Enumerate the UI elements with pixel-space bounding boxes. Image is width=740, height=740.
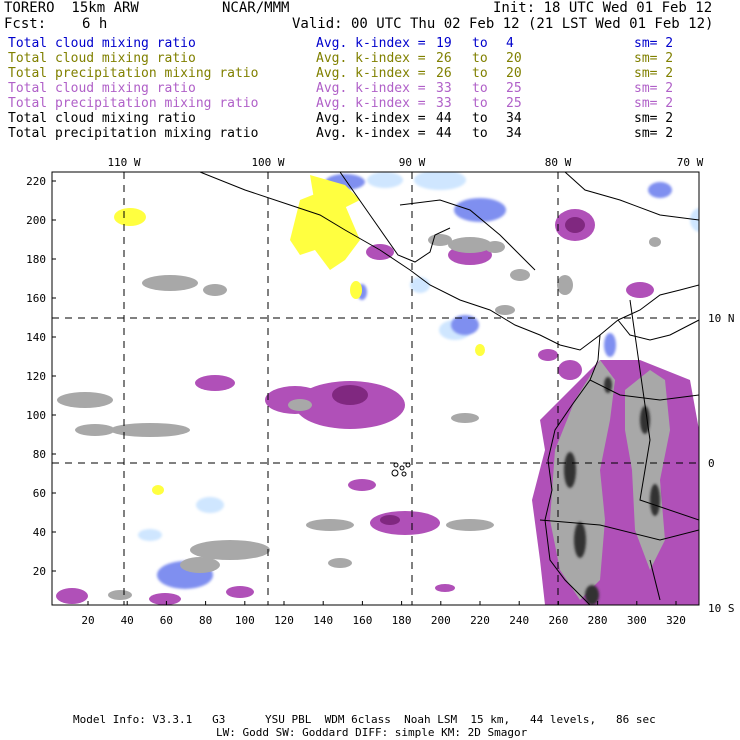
legend-k2: 34 — [506, 111, 522, 126]
legend-to: to — [472, 51, 488, 66]
valid-time: Valid: 00 UTC Thu 02 Feb 12 (21 LST Wed … — [292, 16, 714, 32]
legend-k1: 26 — [436, 66, 452, 81]
x-tick-label: 180 — [392, 614, 412, 627]
legend-avg: Avg. k-index = — [316, 51, 434, 66]
y-tick-label: 80 — [33, 448, 46, 461]
model-info: Model Info: V3.3.1 G3 YSU PBL WDM 6class… — [73, 713, 656, 726]
legend-k2: 20 — [506, 51, 522, 66]
legend-avg: Avg. k-index = — [316, 126, 434, 141]
legend-k2: 4 — [506, 36, 514, 51]
legend-k2: 25 — [506, 96, 522, 111]
legend-sm: sm= 2 — [634, 81, 674, 96]
y-tick-label: 180 — [26, 253, 46, 266]
org-label: NCAR/MMM — [222, 0, 290, 16]
x-tick-label: 300 — [627, 614, 647, 627]
init-time: Init: 18 UTC Wed 01 Feb 12 — [493, 0, 713, 16]
x-tick-label: 40 — [121, 614, 134, 627]
legend-avg: Avg. k-index = — [316, 96, 434, 111]
legend-field: Total precipitation mixing ratio — [8, 66, 259, 81]
longitude-label: 90 W — [399, 156, 426, 169]
x-tick-label: 140 — [313, 614, 333, 627]
latitude-label: 0 — [708, 457, 715, 470]
plot-frame — [51, 171, 700, 606]
x-tick-label: 260 — [548, 614, 568, 627]
legend-field: Total cloud mixing ratio — [8, 81, 196, 96]
legend-k1: 19 — [436, 36, 452, 51]
legend-sm: sm= 2 — [634, 51, 674, 66]
longitude-label: 70 W — [677, 156, 704, 169]
x-tick-label: 240 — [509, 614, 529, 627]
x-tick-label: 280 — [588, 614, 608, 627]
legend-k1: 26 — [436, 51, 452, 66]
x-tick-label: 220 — [470, 614, 490, 627]
y-tick-label: 220 — [26, 175, 46, 188]
legend-to: to — [472, 126, 488, 141]
model-title: TORERO 15km ARW — [4, 0, 139, 16]
x-tick-label: 200 — [431, 614, 451, 627]
legend-avg: Avg. k-index = — [316, 66, 434, 81]
legend-to: to — [472, 111, 488, 126]
legend-field: Total cloud mixing ratio — [8, 51, 196, 66]
y-tick-label: 200 — [26, 214, 46, 227]
y-tick-label: 140 — [26, 331, 46, 344]
legend-to: to — [472, 81, 488, 96]
legend-avg: Avg. k-index = — [316, 111, 434, 126]
legend-avg: Avg. k-index = — [316, 36, 434, 51]
legend-sm: sm= 2 — [634, 111, 674, 126]
legend-field: Total precipitation mixing ratio — [8, 126, 259, 141]
x-tick-label: 100 — [235, 614, 255, 627]
forecast-label: Fcst: — [4, 16, 47, 32]
legend-k1: 44 — [436, 126, 452, 141]
x-tick-label: 160 — [352, 614, 372, 627]
x-tick-label: 80 — [199, 614, 212, 627]
y-tick-label: 160 — [26, 292, 46, 305]
legend-k1: 33 — [436, 96, 452, 111]
longitude-label: 110 W — [107, 156, 140, 169]
latitude-label: 10 N — [708, 312, 735, 325]
legend-field: Total cloud mixing ratio — [8, 36, 196, 51]
longitude-label: 80 W — [545, 156, 572, 169]
legend-field: Total cloud mixing ratio — [8, 111, 196, 126]
legend-k2: 34 — [506, 126, 522, 141]
longitude-label: 100 W — [251, 156, 284, 169]
legend-sm: sm= 2 — [634, 36, 674, 51]
weather-fields — [56, 172, 699, 605]
lat-lon-grid — [52, 172, 699, 605]
legend-to: to — [472, 66, 488, 81]
legend-k1: 44 — [436, 111, 452, 126]
forecast-hours: 6 h — [82, 16, 108, 32]
x-tick-label: 320 — [666, 614, 686, 627]
legend-sm: sm= 2 — [634, 96, 674, 111]
y-tick-label: 40 — [33, 526, 46, 539]
legend-k2: 20 — [506, 66, 522, 81]
legend-k1: 33 — [436, 81, 452, 96]
latitude-label: 10 S — [708, 602, 735, 615]
legend-k2: 25 — [506, 81, 522, 96]
x-tick-label: 20 — [81, 614, 94, 627]
y-tick-label: 60 — [33, 487, 46, 500]
y-tick-label: 120 — [26, 370, 46, 383]
y-tick-label: 20 — [33, 565, 46, 578]
legend-avg: Avg. k-index = — [316, 81, 434, 96]
legend-sm: sm= 2 — [634, 66, 674, 81]
legend-field: Total precipitation mixing ratio — [8, 96, 259, 111]
y-tick-label: 100 — [26, 409, 46, 422]
legend-sm: sm= 2 — [634, 126, 674, 141]
legend-to: to — [472, 96, 488, 111]
x-tick-label: 60 — [160, 614, 173, 627]
legend-to: to — [472, 36, 488, 51]
x-tick-label: 120 — [274, 614, 294, 627]
physics-info: LW: Godd SW: Goddard DIFF: simple KM: 2D… — [216, 726, 528, 739]
